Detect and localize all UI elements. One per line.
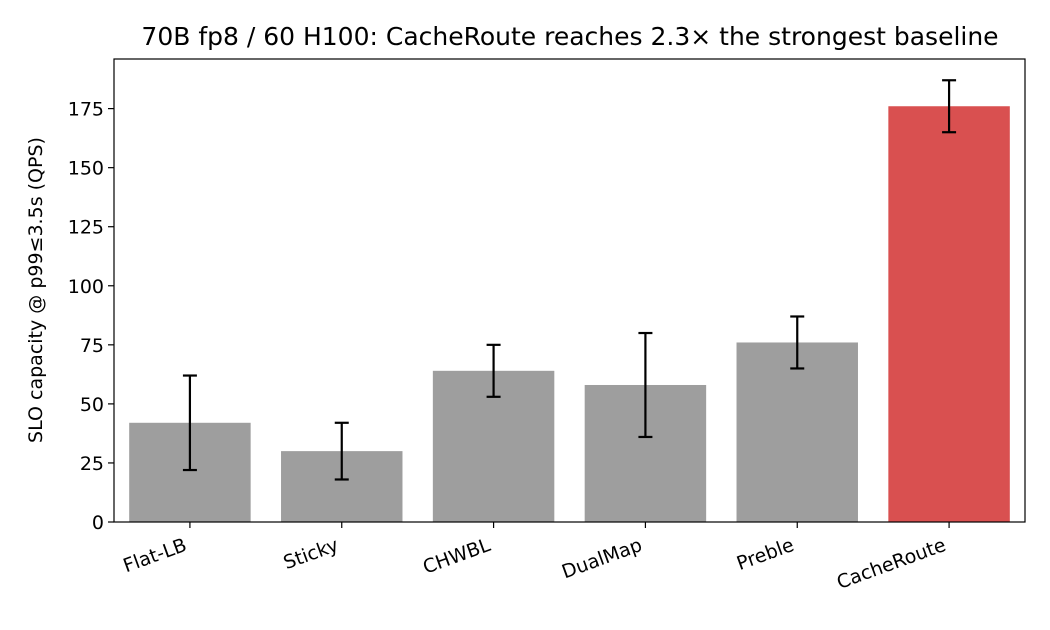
chart-title: 70B fp8 / 60 H100: CacheRoute reaches 2.…: [141, 22, 998, 51]
plot-frame: [113, 58, 1026, 523]
y-tick-label: 50: [80, 394, 104, 416]
plot-area: 0 25 50 75 100 125 150 175 Flat-LB Sticky CHWBL Dua…: [68, 79, 1010, 594]
y-tick-label: 75: [80, 335, 104, 357]
y-tick-label: 125: [68, 217, 104, 239]
y-tick-label: 100: [68, 276, 104, 298]
x-tick-label: Sticky: [281, 534, 342, 574]
bar-preble: [736, 342, 858, 522]
y-tick-label: 0: [92, 512, 104, 534]
x-tick-label: DualMap: [559, 534, 645, 583]
y-axis-label: SLO capacity @ p99≤3.5s (QPS): [25, 137, 47, 443]
x-tick-label: Preble: [734, 534, 797, 575]
bar-cacheroute: [888, 106, 1010, 522]
x-tick-label: CacheRoute: [834, 534, 949, 594]
y-tick-label: 25: [80, 453, 104, 475]
y-tick-label: 175: [68, 99, 104, 121]
y-tick-label: 150: [68, 158, 104, 180]
x-tick-label: Flat-LB: [120, 534, 189, 577]
x-tick-label: CHWBL: [420, 534, 494, 579]
